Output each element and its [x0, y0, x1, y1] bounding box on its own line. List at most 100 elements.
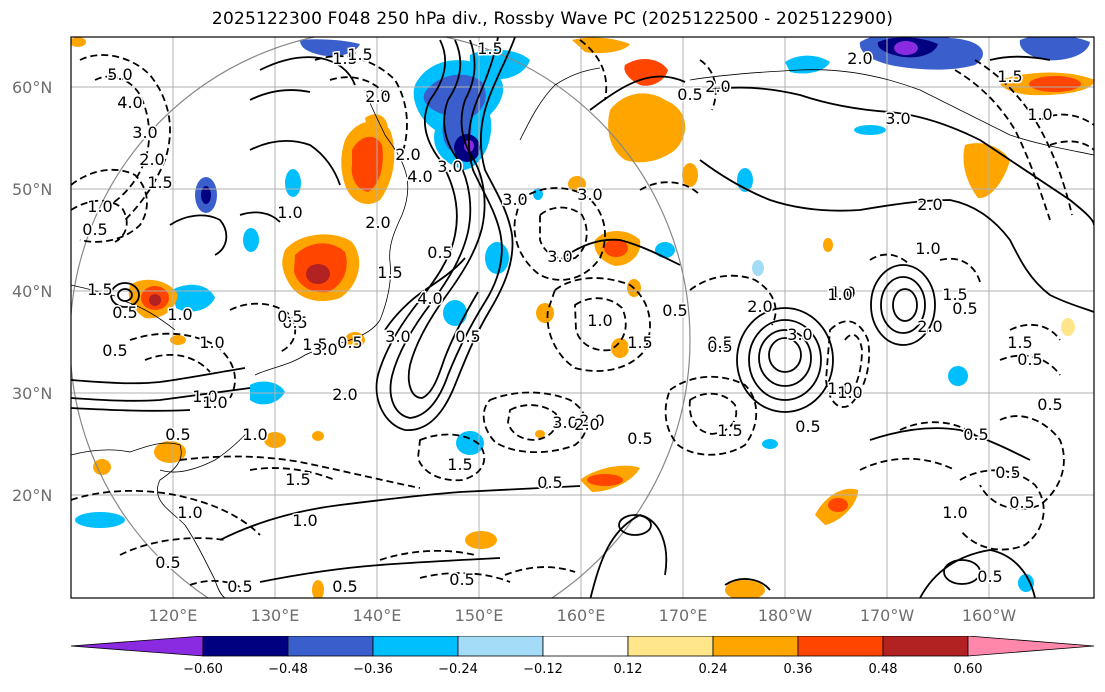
- contour-label: 2.0: [579, 411, 604, 430]
- contour-label: 0.5: [277, 307, 302, 326]
- lon-label: 160°E: [556, 606, 606, 625]
- contour-label: 0.5: [449, 570, 474, 589]
- contour-label: 1.0: [202, 393, 227, 412]
- contour-label: 2.0: [917, 195, 942, 214]
- contour-label: 0.5: [227, 577, 252, 596]
- contour-label: 0.5: [795, 417, 820, 436]
- contour-label: 1.0: [942, 503, 967, 522]
- colorbar-tick-label: 0.48: [868, 662, 898, 677]
- contour-label: 0.5: [1037, 395, 1062, 414]
- contour-label: 2.0: [139, 150, 164, 169]
- lon-label: 160°W: [961, 606, 1017, 625]
- contour-label: 3.0: [547, 247, 572, 266]
- contour-label: 0.5: [82, 220, 107, 239]
- lon-label: 180°W: [757, 606, 813, 625]
- lat-label: 50°N: [12, 180, 53, 199]
- contour-label: 0.5: [455, 327, 480, 346]
- contour-label: 3.0: [312, 340, 337, 359]
- lat-label: 40°N: [12, 282, 53, 301]
- colorbar-segment: [542, 636, 629, 657]
- colorbar-segment: [712, 636, 799, 657]
- contour-label: 1.5: [147, 173, 172, 192]
- contour-label: 4.0: [117, 93, 142, 112]
- colorbar-segment: [70, 636, 204, 657]
- colorbar-tick-label: −0.48: [268, 662, 308, 677]
- contour-label: 0.5: [112, 303, 137, 322]
- contour-label: 1.5: [627, 333, 652, 352]
- contour-label: 0.5: [707, 333, 732, 352]
- contour-label: 1.0: [915, 239, 940, 258]
- contour-label: 1.0: [830, 283, 855, 302]
- colorbar-segment: [372, 636, 459, 657]
- contour-label: 0.5: [427, 243, 452, 262]
- contour-label: 1.0: [587, 311, 612, 330]
- lon-label: 170°W: [859, 606, 915, 625]
- contours-positive: [71, 37, 1094, 598]
- colorbar-tick-label: −0.12: [523, 662, 563, 677]
- contour-label: 0.5: [995, 463, 1020, 482]
- lon-label: 120°E: [148, 606, 198, 625]
- contour-label: 4.0: [417, 289, 442, 308]
- contour-label: 2.0: [365, 87, 390, 106]
- colorbar-tick-label: −0.24: [438, 662, 478, 677]
- contour-label: 1.5: [285, 470, 310, 489]
- contour-label: 0.5: [707, 337, 732, 356]
- lon-label: 170°E: [658, 606, 708, 625]
- contour-label: 3.0: [132, 123, 157, 142]
- contour-label: 3.0: [787, 325, 812, 344]
- contour-label: 1.0: [292, 511, 317, 530]
- lat-label: 30°N: [12, 384, 53, 403]
- contour-label: 1.0: [199, 333, 224, 352]
- contour-label: 1.5: [997, 67, 1022, 86]
- contour-label: 0.5: [337, 333, 362, 352]
- contour-label: 3.0: [552, 413, 577, 432]
- contour-label: 2.0: [847, 49, 872, 68]
- lat-label: 20°N: [12, 486, 53, 505]
- colorbar-tick-label: −0.60: [183, 662, 223, 677]
- colorbar-tick-label: 0.24: [698, 662, 728, 677]
- contour-label: 1.5: [377, 263, 402, 282]
- colorbar-segment: [457, 636, 544, 657]
- colorbar-segment: [882, 636, 969, 657]
- colorbar-segment: [797, 636, 884, 657]
- contour-label: 0.5: [537, 473, 562, 492]
- contour-label: 0.5: [963, 425, 988, 444]
- contour-label: 1.5: [942, 285, 967, 304]
- contour-labels: 1.5 1.5 5.0 4.0 3.0 2.0 1.5 1.0 0.5 2.0 …: [81, 38, 1064, 598]
- graticule: [71, 37, 1094, 598]
- contour-label: 2.0: [705, 77, 730, 96]
- contour-label: 1.0: [167, 305, 192, 324]
- contour-label: 1.5: [302, 335, 327, 354]
- contour-label: 0.5: [332, 577, 357, 596]
- colorbar-tick-label: 0.12: [613, 662, 643, 677]
- contour-label: 0.5: [952, 299, 977, 318]
- contour-label: 1.0: [827, 285, 852, 304]
- lat-label: 60°N: [12, 78, 53, 97]
- contour-label: 1.0: [277, 203, 302, 222]
- contour-label: 1.5: [717, 420, 742, 439]
- divergence-shading: [71, 37, 1094, 598]
- contour-label: 1.0: [87, 197, 112, 216]
- contour-label: 1.5: [477, 39, 502, 58]
- contour-label: 1.5: [447, 455, 472, 474]
- contour-label: 3.0: [502, 190, 527, 209]
- contour-label: 0.5: [627, 429, 652, 448]
- contour-label: 4.0: [407, 167, 432, 186]
- contour-label: 0.5: [165, 425, 190, 444]
- colorbar-tick-label: 0.36: [783, 662, 813, 677]
- contour-label: 1.0: [827, 379, 852, 398]
- colorbar-tick-label: −0.36: [353, 662, 393, 677]
- colorbar-segment: [287, 636, 374, 657]
- contour-label: 1.5: [332, 49, 357, 68]
- contour-label: 1.0: [242, 425, 267, 444]
- contour-label: 0.5: [155, 553, 180, 572]
- contour-label: 2.0: [574, 415, 599, 434]
- contour-label: 0.5: [102, 341, 127, 360]
- contour-label: 1.0: [837, 383, 862, 402]
- contour-label: 3.0: [437, 157, 462, 176]
- colorbar-segment: [202, 636, 289, 657]
- reference-circle: [71, 37, 691, 598]
- colorbar-segment: [627, 636, 714, 657]
- contour-label: 2.0: [365, 213, 390, 232]
- contour-label: 2.0: [332, 385, 357, 404]
